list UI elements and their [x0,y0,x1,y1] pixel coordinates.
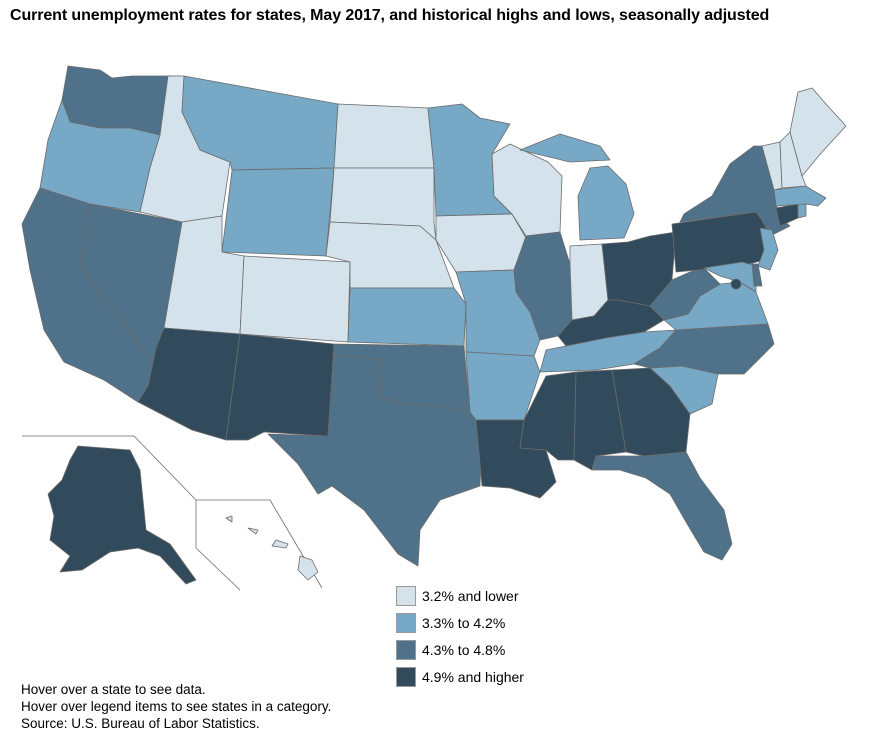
state-wyoming[interactable] [221,167,335,257]
state-hawaii[interactable] [225,515,319,581]
legend-label: 4.3% to 4.8% [422,641,506,658]
legend-label: 4.9% and higher [422,668,524,685]
state-alaska[interactable] [47,445,197,585]
state-florida[interactable] [591,451,733,561]
state-maine[interactable] [789,87,847,177]
state-iowa[interactable] [435,213,527,273]
hover-state-note: Hover over a state to see data. [21,682,206,697]
state-michigan[interactable] [519,133,635,241]
page-title: Current unemployment rates for states, M… [10,7,770,24]
state-colorado[interactable] [239,255,351,343]
legend-item-low[interactable]: 3.2% and lower [396,582,524,609]
state-new-mexico[interactable] [225,333,335,441]
legend: 3.2% and lower 3.3% to 4.2% 4.3% to 4.8%… [396,582,524,690]
state-connecticut[interactable] [775,203,799,227]
state-new-jersey[interactable] [757,227,779,271]
hover-legend-note: Hover over legend items to see states in… [21,699,332,714]
legend-swatch [396,639,416,660]
state-massachusetts[interactable] [773,185,827,207]
legend-label: 3.3% to 4.2% [422,614,506,631]
legend-item-mid-high[interactable]: 4.3% to 4.8% [396,636,524,663]
inset-divider-hawaii [195,500,241,591]
legend-item-high[interactable]: 4.9% and higher [396,663,524,690]
state-illinois[interactable] [513,231,573,341]
state-maryland[interactable] [703,261,757,293]
state-new-hampshire[interactable] [779,131,807,189]
state-texas[interactable] [267,353,483,567]
legend-item-mid-low[interactable]: 3.3% to 4.2% [396,609,524,636]
state-delaware[interactable] [751,263,763,287]
state-north-dakota[interactable] [333,103,435,169]
state-district-of-columbia[interactable] [730,278,742,290]
legend-swatch [396,666,416,687]
state-north-carolina[interactable] [633,323,775,375]
legend-label: 3.2% and lower [422,587,519,604]
legend-swatch [396,612,416,633]
state-kansas[interactable] [347,287,467,347]
notes: Hover over a state to see data. Hover ov… [21,681,331,732]
legend-swatch [396,585,416,606]
state-west-virginia[interactable] [649,267,721,321]
state-rhode-island[interactable] [797,203,807,219]
source-note: Source: U.S. Bureau of Labor Statistics. [21,716,260,731]
